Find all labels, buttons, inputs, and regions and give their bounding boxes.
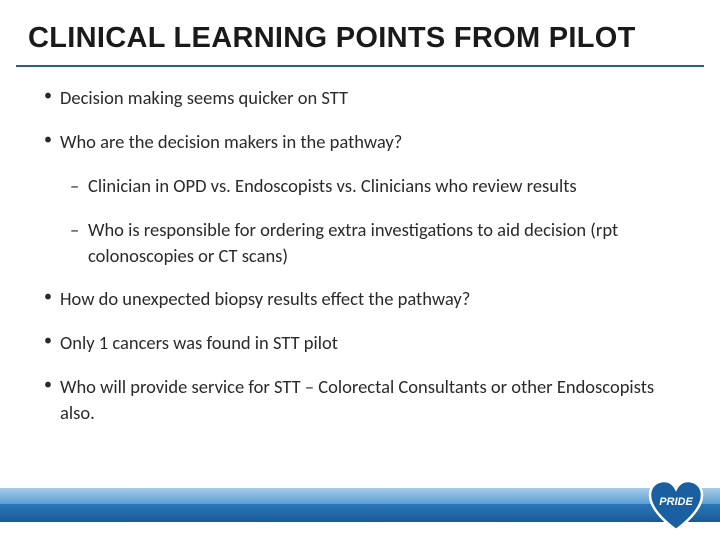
band-light xyxy=(0,488,720,504)
bullet-item: How do unexpected biopsy results effect … xyxy=(44,286,676,312)
pride-badge: PRIDE xyxy=(648,480,704,532)
slide-content: Decision making seems quicker on STT Who… xyxy=(0,67,720,426)
bullet-text: How do unexpected biopsy results effect … xyxy=(60,287,470,310)
band-dark xyxy=(0,504,720,522)
badge-label: PRIDE xyxy=(659,496,693,508)
bullet-text: Decision making seems quicker on STT xyxy=(60,86,348,109)
footer-band xyxy=(0,488,720,522)
slide-title: CLINICAL LEARNING POINTS FROM PILOT xyxy=(0,0,720,63)
sub-bullet-item: Clinician in OPD vs. Endoscopists vs. Cl… xyxy=(70,173,676,199)
sub-bullet-item: Who is responsible for ordering extra in… xyxy=(70,217,676,269)
heart-icon: PRIDE xyxy=(648,480,704,532)
bullet-item: Who are the decision makers in the pathw… xyxy=(44,129,676,269)
bullet-text: Who are the decision makers in the pathw… xyxy=(60,130,402,153)
bullet-text: Only 1 cancers was found in STT pilot xyxy=(60,331,338,354)
sub-bullet-list: Clinician in OPD vs. Endoscopists vs. Cl… xyxy=(70,173,676,269)
slide: CLINICAL LEARNING POINTS FROM PILOT Deci… xyxy=(0,0,720,540)
bullet-text: Who will provide service for STT – Color… xyxy=(60,375,654,424)
bullet-list: Decision making seems quicker on STT Who… xyxy=(44,85,676,426)
sub-bullet-text: Who is responsible for ordering extra in… xyxy=(88,218,618,267)
bullet-item: Decision making seems quicker on STT xyxy=(44,85,676,111)
sub-bullet-text: Clinician in OPD vs. Endoscopists vs. Cl… xyxy=(88,174,577,197)
bullet-item: Who will provide service for STT – Color… xyxy=(44,374,676,426)
bullet-item: Only 1 cancers was found in STT pilot xyxy=(44,330,676,356)
